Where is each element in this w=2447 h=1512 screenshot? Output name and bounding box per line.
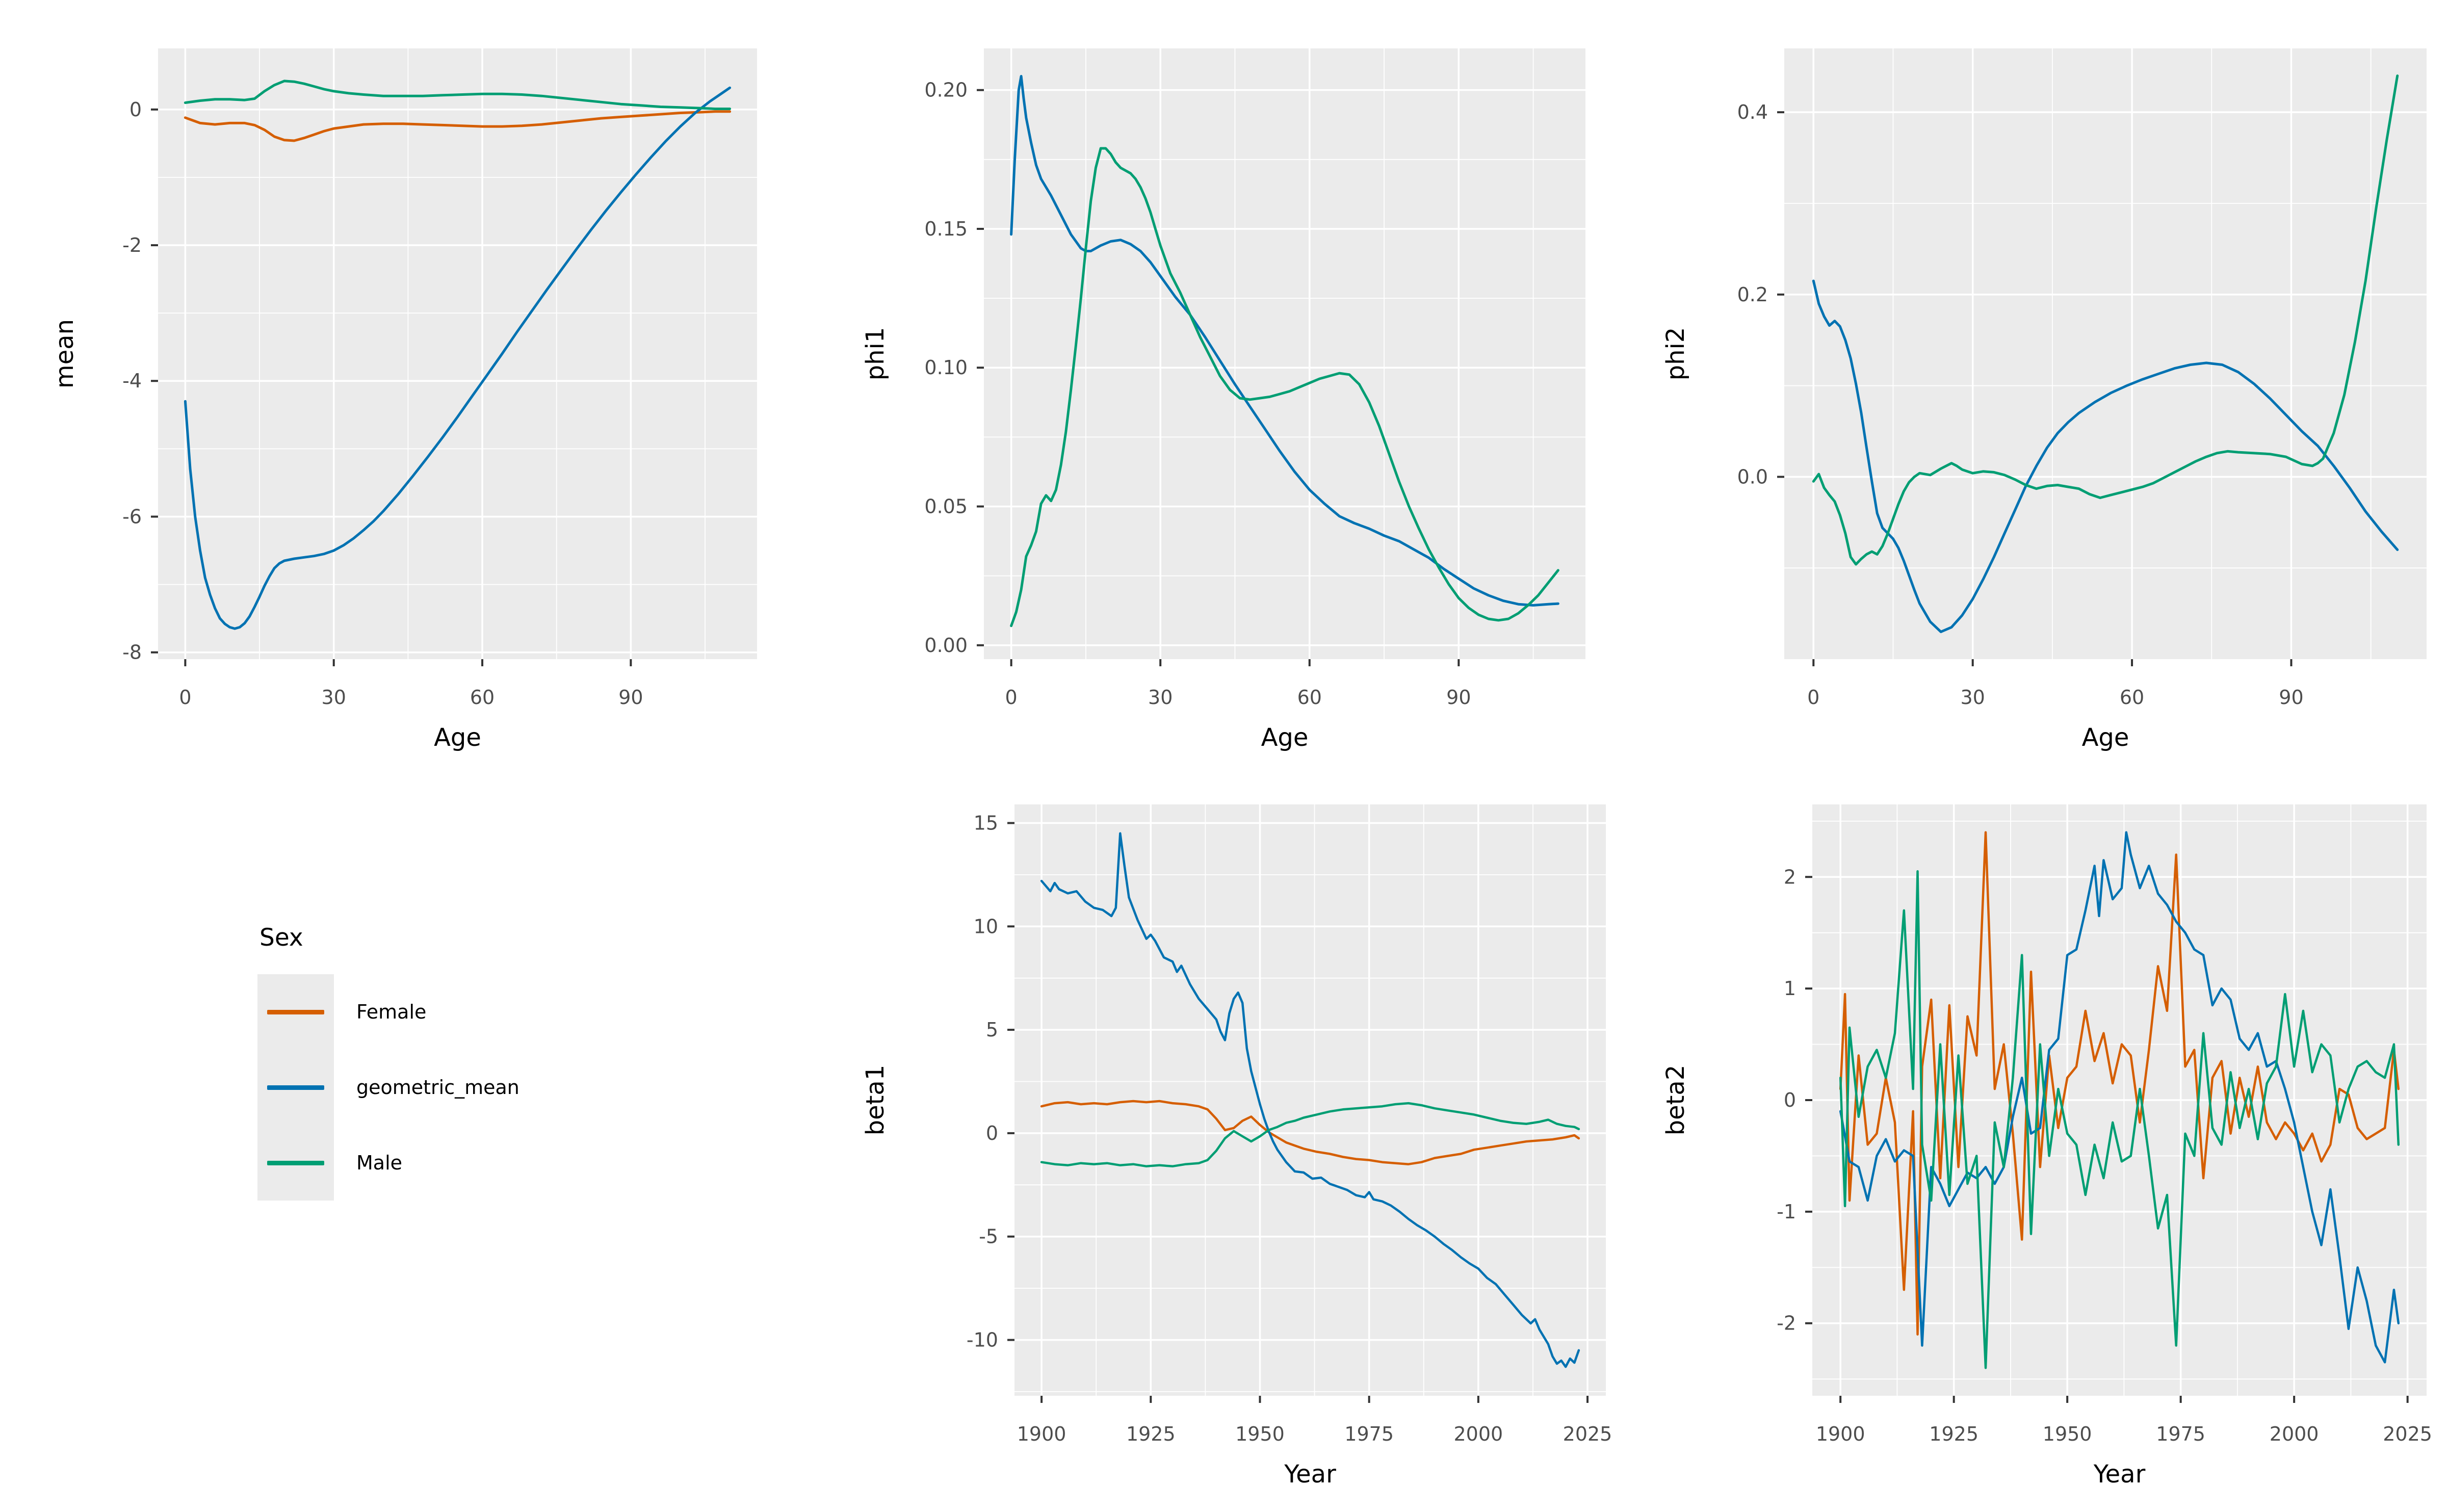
svg-text:Age: Age [1261,723,1309,752]
svg-text:0: 0 [1784,1089,1796,1111]
svg-text:1975: 1975 [2156,1423,2205,1445]
legend-swatch [257,974,334,1050]
svg-text:-6: -6 [122,505,142,528]
male-line-swatch [267,1160,324,1165]
svg-text:1950: 1950 [1235,1423,1285,1445]
legend-swatch [257,1050,334,1125]
svg-text:phi2: phi2 [1661,327,1690,381]
svg-text:beta2: beta2 [1661,1065,1690,1136]
svg-text:60: 60 [470,686,494,709]
svg-text:0.20: 0.20 [924,79,968,101]
svg-text:-8: -8 [122,641,142,664]
svg-text:0.00: 0.00 [924,634,968,657]
svg-text:beta1: beta1 [861,1065,890,1136]
svg-text:-5: -5 [979,1226,998,1248]
svg-text:1900: 1900 [1816,1423,1865,1445]
svg-text:-2: -2 [1777,1312,1796,1335]
svg-text:5: 5 [986,1019,998,1041]
svg-text:Year: Year [2093,1460,2146,1489]
svg-text:Age: Age [2082,723,2129,752]
panel-phi1: 0 30 60 90 0.00 0.05 0.10 0.15 0.20 Age phi1 [854,23,1598,767]
svg-text:1925: 1925 [1126,1423,1176,1445]
panel-beta2: 1900 1925 1950 1975 2000 2025 2 1 0 -1 -2 Year beta2 [1654,779,2439,1512]
svg-text:phi1: phi1 [861,327,890,381]
svg-text:-10: -10 [967,1328,998,1351]
panel-beta1: 1900 1925 1950 1975 2000 2025 15 10 5 0 -5 -10 Year b… [854,779,1619,1512]
svg-text:0.0: 0.0 [1737,465,1768,488]
svg-text:0.15: 0.15 [924,218,968,240]
legend-label: geometric_mean [356,1076,519,1099]
legend-label: Female [356,1001,427,1023]
legend-title: Sex [259,924,303,952]
svg-text:90: 90 [2279,686,2303,709]
svg-text:-2: -2 [122,234,142,256]
svg-text:90: 90 [618,686,643,709]
svg-text:10: 10 [974,915,998,937]
svg-text:Age: Age [434,723,481,752]
legend-item-geometric-mean: geometric_mean [257,1050,519,1125]
svg-text:Year: Year [1284,1460,1336,1489]
svg-text:60: 60 [2120,686,2144,709]
svg-text:mean: mean [50,319,79,388]
svg-text:60: 60 [1297,686,1322,709]
svg-text:1: 1 [1784,977,1796,1000]
svg-text:0.4: 0.4 [1737,101,1768,123]
svg-text:0: 0 [179,686,191,709]
svg-text:0: 0 [1807,686,1819,709]
svg-text:2025: 2025 [2383,1423,2432,1445]
svg-text:90: 90 [1446,686,1471,709]
svg-text:2025: 2025 [1563,1423,1612,1445]
svg-text:30: 30 [1960,686,1985,709]
legend-swatch [257,1125,334,1201]
legend-item-male: Male [257,1125,519,1201]
svg-text:2000: 2000 [1453,1423,1503,1445]
panel-mean: 0 30 60 90 0 -2 -4 -6 -8 Age mean [43,23,770,767]
svg-text:0: 0 [129,98,142,121]
legend-label: Male [356,1152,403,1174]
svg-text:1900: 1900 [1017,1423,1066,1445]
svg-text:0: 0 [1005,686,1018,709]
panel-phi2: 0 30 60 90 0.0 0.2 0.4 Age phi2 [1654,23,2439,767]
svg-text:15: 15 [974,812,998,835]
geometric-mean-line-swatch [267,1085,324,1090]
svg-text:30: 30 [322,686,346,709]
svg-text:0.2: 0.2 [1737,283,1768,306]
svg-text:-1: -1 [1777,1201,1796,1223]
svg-text:1925: 1925 [1929,1423,1979,1445]
legend: Sex Female geometric_mean Male [257,924,519,1201]
svg-text:-4: -4 [122,370,142,392]
svg-text:0.05: 0.05 [924,496,968,518]
svg-text:30: 30 [1148,686,1173,709]
svg-text:0: 0 [986,1122,998,1144]
svg-text:1950: 1950 [2043,1423,2092,1445]
female-line-swatch [267,1009,324,1014]
svg-text:0.10: 0.10 [924,356,968,379]
svg-text:2000: 2000 [2270,1423,2319,1445]
svg-text:2: 2 [1784,866,1796,888]
legend-item-female: Female [257,974,519,1050]
svg-text:1975: 1975 [1344,1423,1394,1445]
